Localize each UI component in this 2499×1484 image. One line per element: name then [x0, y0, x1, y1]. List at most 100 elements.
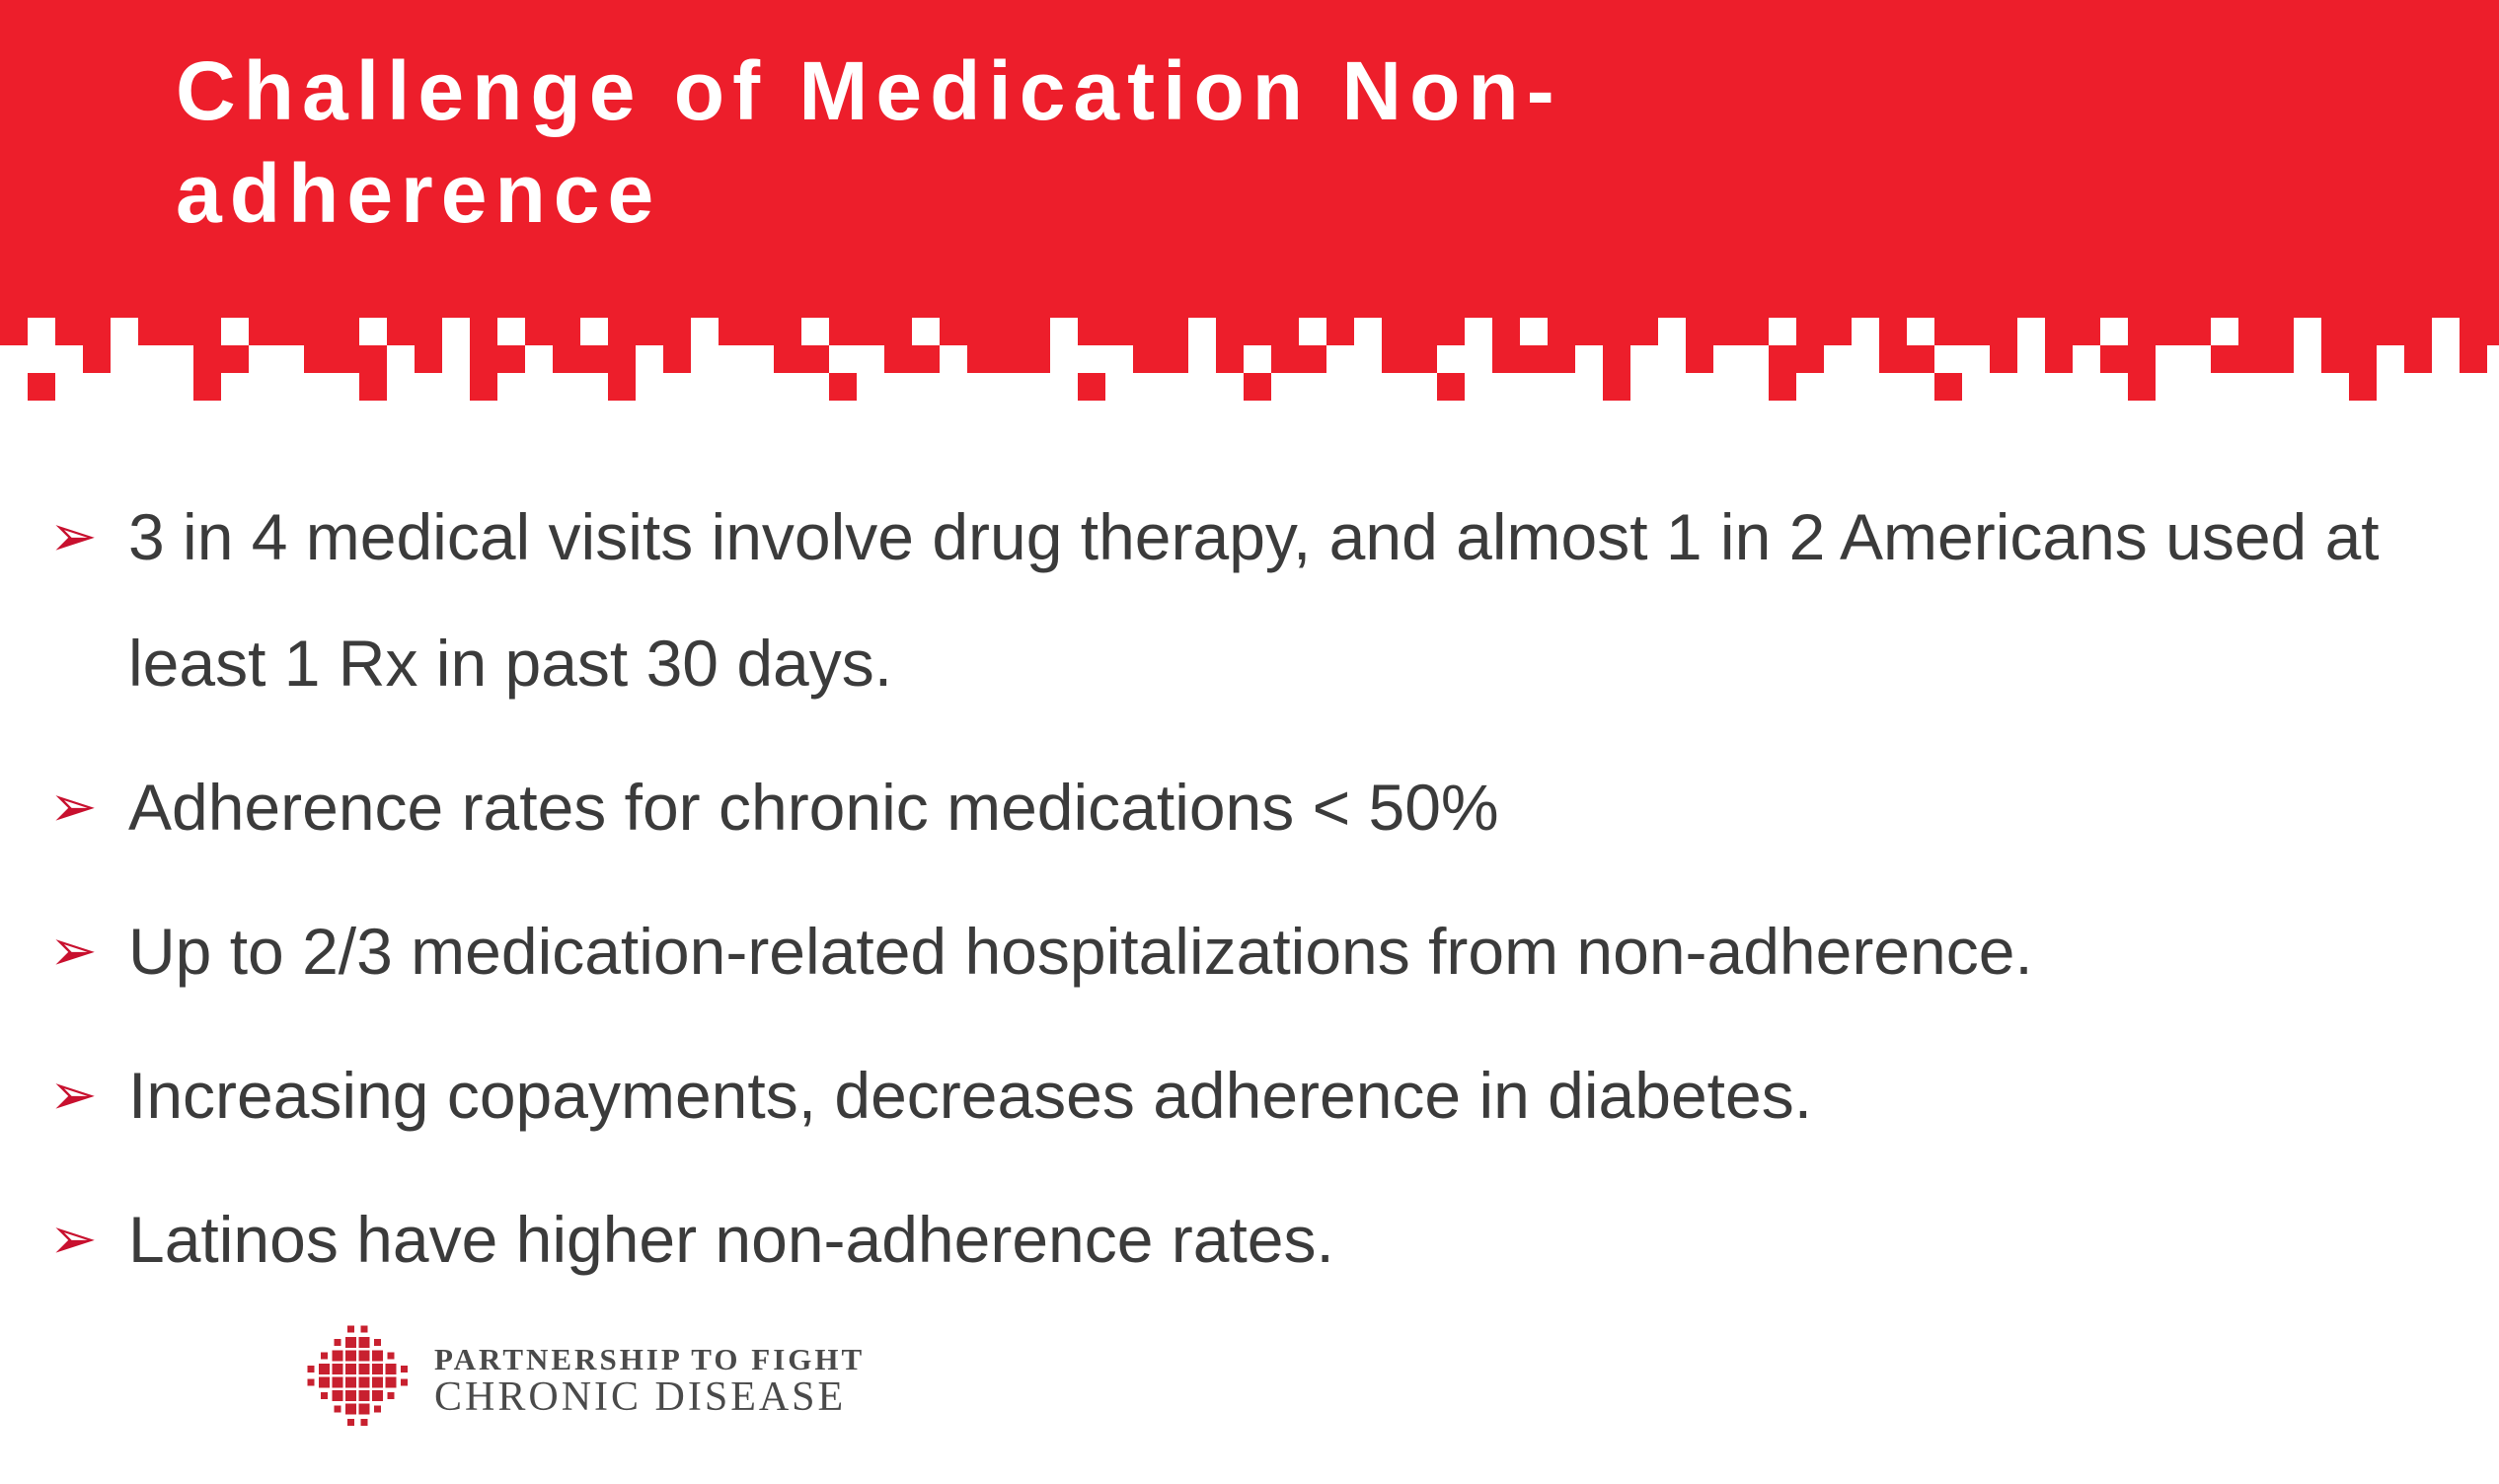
logo-mark-icon: [307, 1325, 408, 1426]
pixel-square: [608, 345, 636, 373]
pixel-square: [359, 345, 387, 373]
pixel-square: [636, 318, 663, 345]
logo-square: [358, 1390, 370, 1401]
pixel-square: [912, 345, 940, 373]
logo-square: [358, 1376, 370, 1388]
pixel-square: [166, 318, 193, 345]
pixel-square: [193, 345, 221, 373]
pixel-square: [2321, 345, 2349, 373]
pixel-square: [857, 318, 884, 345]
pixel-square: [1078, 373, 1105, 401]
bullet-text: Latinos have higher non-adherence rates.: [128, 1203, 1334, 1276]
pixel-square: [608, 373, 636, 401]
bullet-list: ➢ 3 in 4 medical visits involve drug ther…: [49, 474, 2467, 1320]
bullet-text: Up to 2/3 medication-related hospitaliza…: [128, 915, 2033, 988]
pixel-square: [553, 345, 580, 373]
pixel-square: [2128, 345, 2156, 373]
bullet-text: 3 in 4 medical visits involve drug thera…: [128, 500, 2380, 700]
pixel-square: [829, 318, 857, 345]
pixel-square: [2460, 345, 2487, 373]
pixel-square: [2156, 318, 2183, 345]
pixel-square: [55, 318, 83, 345]
pixel-square: [1326, 318, 1354, 345]
pixel-square: [801, 345, 829, 373]
bullet-text: Adherence rates for chronic medications …: [128, 771, 1499, 844]
logo-square: [374, 1339, 381, 1346]
pixel-square: [1548, 345, 1575, 373]
pixel-square: [1161, 345, 1188, 373]
pixel-square: [1437, 373, 1465, 401]
pixel-square: [2128, 373, 2156, 401]
pixel-square: [2404, 345, 2432, 373]
logo-square: [401, 1366, 408, 1373]
logo-square: [358, 1337, 370, 1348]
pixel-square: [1244, 318, 1271, 345]
pixel-square: [1520, 345, 1548, 373]
pixel-square: [1990, 345, 2017, 373]
logo-square: [372, 1364, 383, 1374]
pixel-square: [2100, 345, 2128, 373]
pixel-square: [2460, 318, 2487, 345]
pixel-square: [28, 373, 55, 401]
logo-square: [387, 1392, 395, 1399]
pixel-square: [2349, 373, 2377, 401]
pixel-square: [1796, 318, 1824, 345]
pixel-square: [387, 318, 415, 345]
logo-square: [321, 1352, 328, 1360]
pixel-pattern-border: [0, 318, 2499, 407]
pixel-square: [967, 318, 995, 345]
logo-square: [345, 1403, 356, 1415]
pixel-square: [1382, 345, 1409, 373]
pixel-square: [304, 345, 332, 373]
pixel-square: [1879, 345, 1907, 373]
pixel-square: [1492, 318, 1520, 345]
pixel-square: [2487, 318, 2499, 345]
pixel-square: [276, 318, 304, 345]
pixel-square: [2349, 318, 2377, 345]
logo-square: [372, 1390, 383, 1401]
pixel-square: [2238, 318, 2266, 345]
logo-square: [332, 1376, 343, 1388]
pixel-square: [1603, 373, 1630, 401]
logo-square: [360, 1325, 368, 1333]
arrowhead-icon: ➢: [49, 1207, 98, 1271]
pixel-square: [1299, 345, 1326, 373]
logo-square: [372, 1376, 383, 1388]
bullet-item: ➢ Latinos have higher non-adherence rates…: [49, 1176, 2467, 1302]
pixel-square: [1630, 318, 1658, 345]
pixel-square: [1741, 318, 1769, 345]
pixel-square: [304, 318, 332, 345]
pixel-square: [470, 373, 497, 401]
pixel-square: [884, 345, 912, 373]
logo-square: [387, 1352, 395, 1360]
pixel-square: [415, 318, 442, 345]
pixel-square: [0, 318, 28, 345]
pixel-square: [1022, 345, 1050, 373]
logo-square: [332, 1364, 343, 1374]
pixel-square: [774, 318, 801, 345]
pixel-square: [2266, 318, 2294, 345]
pixel-square: [995, 345, 1022, 373]
pixel-square: [1244, 373, 1271, 401]
logo-square: [319, 1364, 330, 1374]
arrowhead-icon: ➢: [49, 775, 98, 839]
logo-square: [332, 1350, 343, 1362]
pixel-square: [2045, 345, 2073, 373]
pixel-square: [332, 345, 359, 373]
logo-square: [345, 1337, 356, 1348]
pixel-square: [1216, 345, 1244, 373]
pixel-square: [1575, 318, 1603, 345]
logo-square: [307, 1378, 315, 1386]
logo-square: [374, 1405, 381, 1413]
pixel-square: [1934, 373, 1962, 401]
pixel-square: [193, 318, 221, 345]
pixel-square: [1824, 318, 1852, 345]
bullet-item: ➢ Adherence rates for chronic medications…: [49, 744, 2467, 870]
pixel-square: [470, 318, 497, 345]
logo-square: [372, 1350, 383, 1362]
pixel-square: [1686, 345, 1713, 373]
pixel-square: [967, 345, 995, 373]
pixel-square: [83, 318, 111, 345]
pixel-square: [1382, 318, 1409, 345]
pixel-square: [995, 318, 1022, 345]
